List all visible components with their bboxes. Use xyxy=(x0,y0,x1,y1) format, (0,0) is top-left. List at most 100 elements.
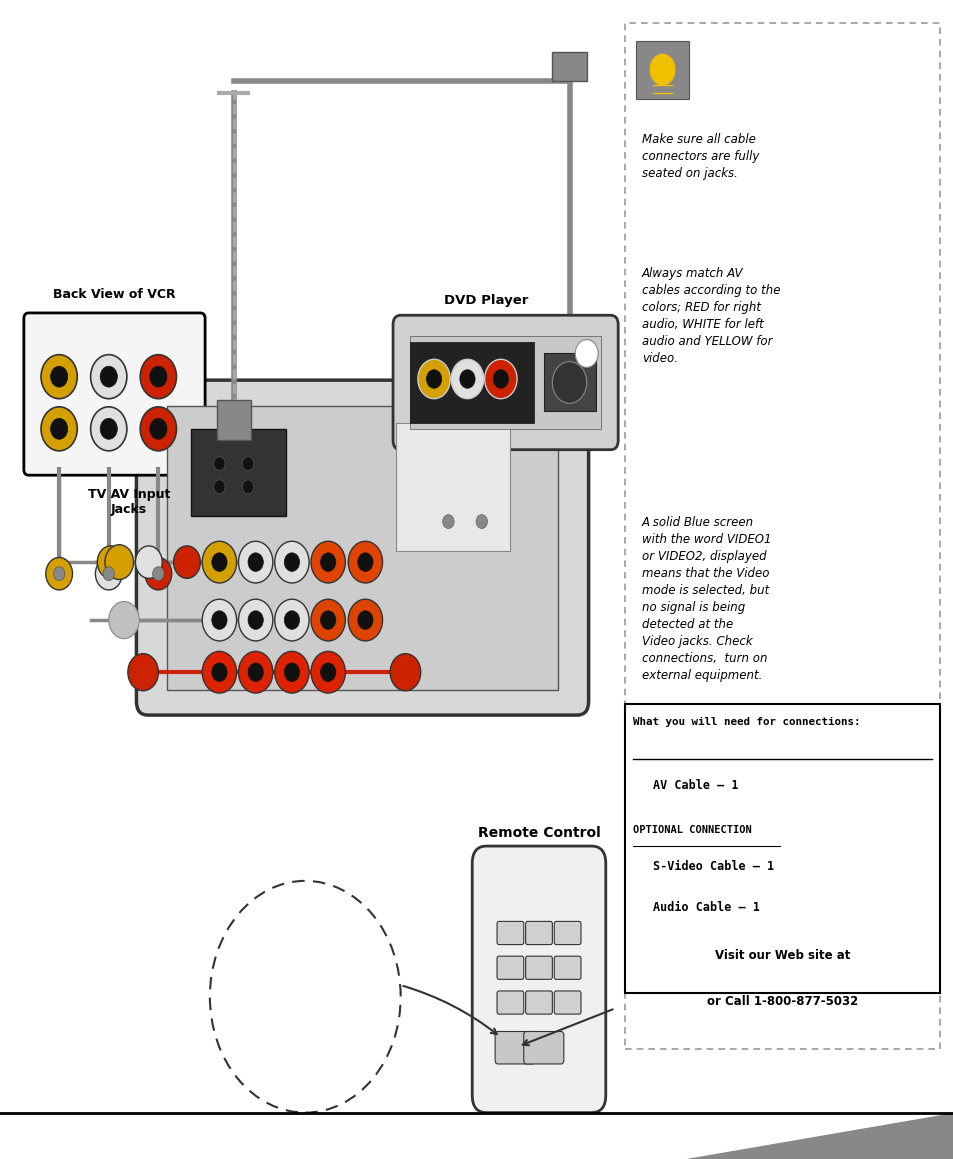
Text: Audio Cable – 1: Audio Cable – 1 xyxy=(653,901,760,913)
Text: S-Video Cable – 1: S-Video Cable – 1 xyxy=(653,860,774,873)
Circle shape xyxy=(648,53,675,86)
Circle shape xyxy=(311,599,345,641)
Circle shape xyxy=(212,663,227,681)
Circle shape xyxy=(284,553,299,571)
Circle shape xyxy=(213,457,225,471)
Circle shape xyxy=(103,567,114,581)
Text: Visit our Web site at: Visit our Web site at xyxy=(714,949,849,962)
Circle shape xyxy=(238,651,273,693)
Circle shape xyxy=(575,340,598,367)
Circle shape xyxy=(135,546,162,578)
Circle shape xyxy=(91,407,127,451)
Circle shape xyxy=(238,599,273,641)
Circle shape xyxy=(150,418,167,439)
Circle shape xyxy=(348,541,382,583)
Text: Remote Control: Remote Control xyxy=(477,826,599,840)
Circle shape xyxy=(202,541,236,583)
FancyBboxPatch shape xyxy=(497,921,523,945)
Circle shape xyxy=(451,359,483,399)
FancyBboxPatch shape xyxy=(525,921,552,945)
FancyBboxPatch shape xyxy=(497,956,523,979)
Text: Back View of VCR: Back View of VCR xyxy=(53,289,175,301)
Circle shape xyxy=(248,611,263,629)
Bar xyxy=(395,423,510,551)
Bar xyxy=(543,353,596,411)
Bar xyxy=(410,336,600,429)
Circle shape xyxy=(51,366,68,387)
Circle shape xyxy=(484,359,517,399)
Circle shape xyxy=(91,355,127,399)
Circle shape xyxy=(238,541,273,583)
Text: or Call 1-800-877-5032: or Call 1-800-877-5032 xyxy=(706,996,857,1008)
Bar xyxy=(191,429,286,516)
Circle shape xyxy=(284,611,299,629)
Circle shape xyxy=(493,370,508,388)
Circle shape xyxy=(51,418,68,439)
Text: DVD Player: DVD Player xyxy=(444,294,528,307)
Circle shape xyxy=(212,553,227,571)
Text: Always match AV
cables according to the
colors; RED for right
audio, WHITE for l: Always match AV cables according to the … xyxy=(641,267,780,365)
FancyBboxPatch shape xyxy=(136,380,588,715)
FancyBboxPatch shape xyxy=(525,956,552,979)
Polygon shape xyxy=(686,1113,953,1159)
Circle shape xyxy=(284,663,299,681)
Circle shape xyxy=(476,515,487,529)
Circle shape xyxy=(41,355,77,399)
Circle shape xyxy=(128,654,158,691)
Bar xyxy=(636,41,688,99)
FancyBboxPatch shape xyxy=(523,1032,563,1064)
Circle shape xyxy=(348,599,382,641)
Circle shape xyxy=(100,418,117,439)
Text: OPTIONAL CONNECTION: OPTIONAL CONNECTION xyxy=(632,825,750,836)
Bar xyxy=(410,342,534,423)
FancyBboxPatch shape xyxy=(472,846,605,1113)
Circle shape xyxy=(320,611,335,629)
Circle shape xyxy=(140,355,176,399)
Circle shape xyxy=(357,611,373,629)
Circle shape xyxy=(274,599,309,641)
Circle shape xyxy=(100,366,117,387)
Text: What you will need for connections:: What you will need for connections: xyxy=(632,717,859,728)
Circle shape xyxy=(248,663,263,681)
FancyBboxPatch shape xyxy=(24,313,205,475)
Bar xyxy=(624,23,939,1049)
Circle shape xyxy=(436,506,460,537)
Text: AV Cable – 1: AV Cable – 1 xyxy=(653,779,739,792)
Circle shape xyxy=(426,370,441,388)
Circle shape xyxy=(311,651,345,693)
Circle shape xyxy=(469,506,494,537)
Circle shape xyxy=(202,599,236,641)
Circle shape xyxy=(150,366,167,387)
Circle shape xyxy=(242,457,253,471)
Circle shape xyxy=(552,362,586,403)
Circle shape xyxy=(41,407,77,451)
Circle shape xyxy=(152,567,164,581)
Bar xyxy=(624,704,939,993)
FancyBboxPatch shape xyxy=(554,991,580,1014)
FancyBboxPatch shape xyxy=(393,315,618,450)
FancyBboxPatch shape xyxy=(497,991,523,1014)
Circle shape xyxy=(95,557,122,590)
Circle shape xyxy=(459,370,475,388)
Circle shape xyxy=(248,553,263,571)
Circle shape xyxy=(320,663,335,681)
Circle shape xyxy=(311,541,345,583)
Circle shape xyxy=(390,654,420,691)
Bar xyxy=(216,400,251,440)
FancyBboxPatch shape xyxy=(554,921,580,945)
Circle shape xyxy=(173,546,200,578)
Text: A solid Blue screen
with the word VIDEO1
or VIDEO2, displayed
means that the Vid: A solid Blue screen with the word VIDEO1… xyxy=(641,516,771,681)
FancyBboxPatch shape xyxy=(525,991,552,1014)
Bar xyxy=(552,52,586,81)
Circle shape xyxy=(357,553,373,571)
Circle shape xyxy=(53,567,65,581)
Circle shape xyxy=(212,611,227,629)
FancyBboxPatch shape xyxy=(495,1032,535,1064)
Circle shape xyxy=(417,359,450,399)
Bar xyxy=(167,406,558,690)
Circle shape xyxy=(320,553,335,571)
Circle shape xyxy=(274,541,309,583)
Circle shape xyxy=(97,546,124,578)
Text: Make sure all cable
connectors are fully
seated on jacks.: Make sure all cable connectors are fully… xyxy=(641,133,759,181)
Circle shape xyxy=(105,545,133,580)
